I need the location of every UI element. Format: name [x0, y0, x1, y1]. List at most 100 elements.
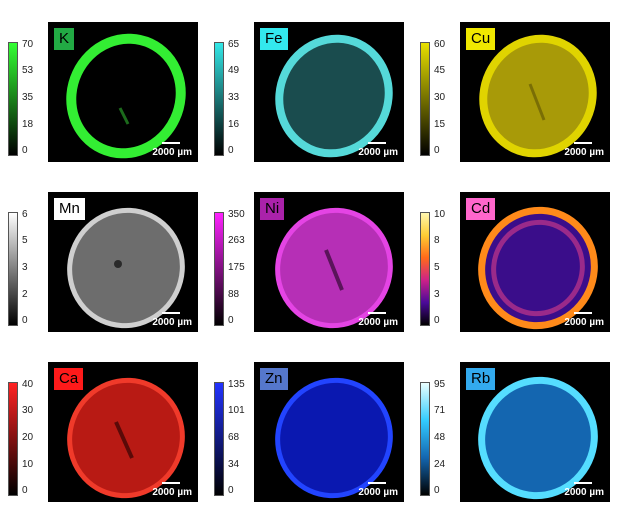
- tick-label: 30: [22, 405, 34, 416]
- panel-rb: 95 71 48 24 0 Rb 2000 µm: [412, 362, 612, 532]
- element-label: Mn: [54, 198, 85, 220]
- tick-label: 24: [434, 459, 446, 470]
- panel-ni: 350 263 175 88 0 Ni 2000 µm: [206, 192, 406, 362]
- map-image: [275, 207, 393, 329]
- panel-cd: 10 8 5 3 0 Cd 2000 µm: [412, 192, 612, 362]
- colorbar: [214, 212, 224, 326]
- element-label: Zn: [260, 368, 288, 390]
- tick-label: 20: [22, 432, 34, 443]
- scale-bar: [368, 142, 386, 144]
- tick-label: 0: [434, 315, 440, 326]
- element-label: Ca: [54, 368, 84, 390]
- panel-k: 70 53 35 18 0 K 2000 µm: [0, 22, 200, 192]
- colorbar: [214, 382, 224, 496]
- scale-bar: [162, 142, 180, 144]
- tick-label: 95: [434, 379, 446, 390]
- colorbar: [214, 42, 224, 156]
- tick-label: 10: [434, 209, 446, 220]
- tick-label: 18: [22, 119, 34, 130]
- colorbar: [8, 212, 18, 326]
- scale-label: 2000 µm: [358, 147, 398, 158]
- map-image: [67, 377, 185, 499]
- panel-mn: 6 5 3 2 0 Mn 2000 µm: [0, 192, 200, 362]
- tick-label: 40: [22, 379, 34, 390]
- element-label: Rb: [466, 368, 496, 390]
- panel-fe: 65 49 33 16 0 Fe 2000 µm: [206, 22, 406, 192]
- tick-label: 135: [228, 379, 245, 390]
- colorbar: [420, 382, 430, 496]
- element-map: Cd 2000 µm: [460, 192, 610, 332]
- tick-label: 0: [22, 315, 28, 326]
- tick-label: 34: [228, 459, 240, 470]
- tick-label: 3: [434, 289, 440, 300]
- tick-label: 71: [434, 405, 446, 416]
- tick-label: 45: [434, 65, 446, 76]
- element-map: Rb 2000 µm: [460, 362, 610, 502]
- element-label: Cu: [466, 28, 496, 50]
- tick-label: 5: [22, 235, 28, 246]
- tick-label: 10: [22, 459, 34, 470]
- tick-label: 48: [434, 432, 446, 443]
- colorbar: [420, 212, 430, 326]
- scale-label: 2000 µm: [564, 487, 604, 498]
- map-image: [275, 377, 393, 499]
- scale-label: 2000 µm: [152, 487, 192, 498]
- element-map: Ni 2000 µm: [254, 192, 404, 332]
- map-image: [479, 34, 597, 158]
- tick-label: 0: [22, 485, 28, 496]
- scale-bar: [368, 482, 386, 484]
- colorbar: [8, 382, 18, 496]
- element-label: Cd: [466, 198, 496, 220]
- tick-label: 0: [228, 485, 234, 496]
- scale-bar: [162, 312, 180, 314]
- map-image: [67, 207, 185, 329]
- tick-label: 0: [228, 145, 234, 156]
- element-map: Mn 2000 µm: [48, 192, 198, 332]
- tick-label: 175: [228, 262, 245, 273]
- tick-label: 68: [228, 432, 240, 443]
- scale-label: 2000 µm: [152, 317, 192, 328]
- scale-bar: [574, 482, 592, 484]
- tick-label: 2: [22, 289, 28, 300]
- tick-label: 70: [22, 39, 34, 50]
- tick-label: 263: [228, 235, 245, 246]
- tick-label: 5: [434, 262, 440, 273]
- tick-label: 101: [228, 405, 245, 416]
- tick-label: 88: [228, 289, 240, 300]
- scale-bar: [368, 312, 386, 314]
- scale-label: 2000 µm: [358, 317, 398, 328]
- tick-label: 16: [228, 119, 240, 130]
- tick-label: 33: [228, 92, 240, 103]
- panel-zn: 135 101 68 34 0 Zn 2000 µm: [206, 362, 406, 532]
- element-label: Ni: [260, 198, 285, 220]
- tick-label: 60: [434, 39, 446, 50]
- scale-label: 2000 µm: [152, 147, 192, 158]
- tick-label: 0: [434, 485, 440, 496]
- tick-label: 350: [228, 209, 245, 220]
- element-map: Ca 2000 µm: [48, 362, 198, 502]
- map-image: [478, 376, 598, 500]
- element-map: Fe 2000 µm: [254, 22, 404, 162]
- tick-label: 0: [228, 315, 234, 326]
- tick-label: 15: [434, 119, 446, 130]
- tick-label: 0: [434, 145, 440, 156]
- scale-label: 2000 µm: [564, 317, 604, 328]
- scale-label: 2000 µm: [564, 147, 604, 158]
- scale-bar: [574, 142, 592, 144]
- element-map: Cu 2000 µm: [460, 22, 610, 162]
- element-label: K: [54, 28, 75, 50]
- element-label: Fe: [260, 28, 288, 50]
- scale-bar: [574, 312, 592, 314]
- colorbar: [420, 42, 430, 156]
- tick-label: 65: [228, 39, 240, 50]
- tick-label: 30: [434, 92, 446, 103]
- scale-label: 2000 µm: [358, 487, 398, 498]
- map-image: [275, 34, 393, 158]
- element-map: Zn 2000 µm: [254, 362, 404, 502]
- map-image: [478, 206, 598, 330]
- element-map: K 2000 µm: [48, 22, 198, 162]
- tick-label: 0: [22, 145, 28, 156]
- tick-label: 53: [22, 65, 34, 76]
- tick-label: 8: [434, 235, 440, 246]
- map-image: [66, 33, 186, 159]
